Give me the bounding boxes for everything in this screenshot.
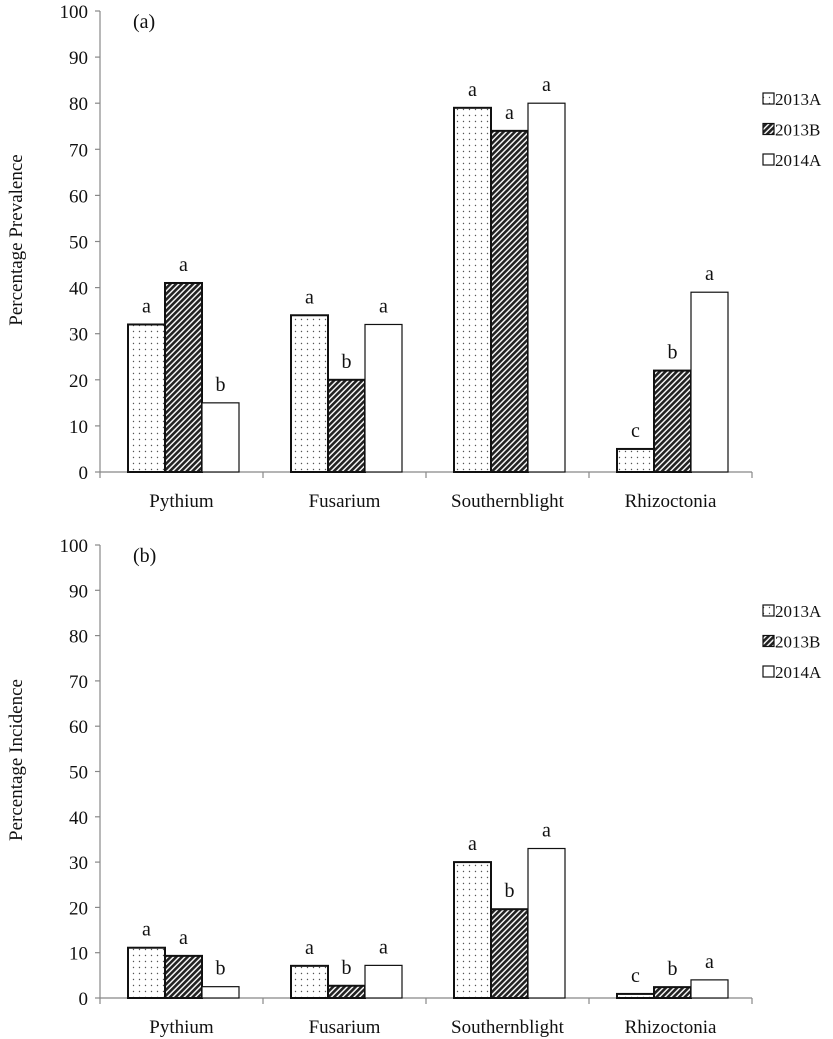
bar-2013B-Pythium (164, 281, 203, 473)
y-tick-label: 30 (69, 853, 88, 874)
y-tick-label: 40 (69, 279, 88, 300)
bar-2013A-Pythium (127, 946, 166, 999)
bar-2013B-Rhizoctonia (653, 986, 692, 999)
legend: 2013A 2013B 2014A (762, 90, 822, 170)
y-tick-label: 90 (69, 48, 88, 69)
significance-letter: b (216, 374, 226, 396)
y-axis-label: Percentage Incidence (6, 679, 27, 841)
legend-swatch-2013B (762, 634, 775, 648)
significance-letter: a (305, 937, 314, 959)
bar-2013A-Rhizoctonia (616, 992, 655, 999)
bar-2013A-Rhizoctonia (616, 447, 655, 474)
bar-2013B-Southernblight (490, 908, 529, 999)
significance-letter: a (179, 254, 188, 276)
x-tick-label: Southernblight (451, 1017, 565, 1038)
y-tick-label: 80 (69, 94, 88, 115)
significance-letter: a (705, 951, 714, 973)
legend: 2013A 2013B 2014A (762, 602, 822, 682)
significance-letter: b (505, 880, 515, 902)
legend-swatch-2013B (762, 122, 775, 136)
y-tick-label: 20 (69, 898, 88, 919)
significance-letter: a (468, 833, 477, 855)
bar-2013A-Fusarium (290, 964, 329, 999)
legend-swatch-2014A (762, 153, 775, 166)
bar-2013A-Fusarium (290, 314, 329, 474)
y-tick-label: 60 (69, 186, 88, 207)
y-tick-label: 0 (79, 463, 89, 484)
y-tick-label: 30 (69, 325, 88, 346)
y-tick-label: 70 (69, 140, 88, 161)
y-tick-label: 50 (69, 763, 88, 784)
significance-letter: a (468, 79, 477, 101)
significance-letter: b (668, 958, 678, 980)
y-tick-label: 60 (69, 717, 88, 738)
significance-letter: a (542, 820, 551, 842)
bar-2014A-Rhizoctonia (690, 979, 729, 999)
significance-letter: c (631, 420, 640, 442)
legend-label: 2013A (775, 90, 822, 109)
x-tick-label: Fusarium (309, 491, 381, 512)
x-tick-label: Rhizoctonia (625, 491, 717, 512)
y-tick-label: 100 (60, 536, 89, 557)
y-tick-label: 10 (69, 417, 88, 438)
y-tick-label: 90 (69, 581, 88, 602)
bar-2013B-Southernblight (490, 129, 529, 474)
bar-2013A-Southernblight (453, 106, 492, 473)
y-tick-label: 20 (69, 371, 88, 392)
legend-swatch-2013A (762, 604, 775, 617)
x-tick-label: Pythium (149, 1017, 214, 1038)
chart-panel-a: 0 10 20 30 40 50 60 70 80 90 100 Percentage Prevale… (6, 2, 822, 512)
significance-letter: b (668, 342, 678, 364)
bar-2014A-Fusarium (364, 323, 403, 473)
significance-letter: a (705, 263, 714, 285)
bar-2013A-Pythium (127, 323, 166, 474)
panel-label: (b) (133, 545, 156, 567)
bar-2014A-Rhizoctonia (690, 291, 729, 473)
y-tick-label: 0 (79, 989, 89, 1010)
bar-2014A-Pythium (201, 986, 240, 999)
y-tick-label: 70 (69, 672, 88, 693)
legend-swatch-2014A (762, 665, 775, 678)
significance-letter: a (542, 74, 551, 96)
x-tick-label: Southernblight (451, 491, 565, 512)
x-tick-label: Pythium (149, 491, 214, 512)
legend-label: 2013A (775, 602, 822, 621)
bar-2013B-Fusarium (327, 984, 366, 999)
legend-swatch-2013A (762, 92, 775, 105)
bar-2014A-Pythium (201, 402, 240, 473)
y-tick-label: 40 (69, 808, 88, 829)
significance-letter: a (305, 286, 314, 308)
significance-letter: a (379, 295, 388, 317)
significance-letter: a (505, 102, 514, 124)
bar-2014A-Fusarium (364, 964, 403, 999)
x-tick-label: Fusarium (309, 1017, 381, 1038)
legend-label: 2014A (775, 663, 822, 682)
chart-panel-b: 0 10 20 30 40 50 60 70 80 90 100 Percentage Inciden… (6, 536, 822, 1038)
bar-2013B-Rhizoctonia (653, 369, 692, 473)
significance-letter: a (142, 919, 151, 941)
panel-label: (a) (133, 11, 155, 33)
y-tick-label: 10 (69, 944, 88, 965)
y-tick-label: 80 (69, 627, 88, 648)
y-tick-label: 100 (60, 2, 89, 23)
x-tick-label: Rhizoctonia (625, 1017, 717, 1038)
significance-letter: a (379, 936, 388, 958)
y-axis-label: Percentage Prevalence (6, 154, 27, 325)
bar-2013B-Pythium (164, 954, 203, 999)
significance-letter: b (216, 958, 226, 980)
bar-2014A-Southernblight (527, 102, 566, 473)
legend-label: 2014A (775, 151, 822, 170)
bar-2013A-Southernblight (453, 861, 492, 999)
significance-letter: a (142, 295, 151, 317)
y-tick-label: 50 (69, 233, 88, 254)
bar-2014A-Southernblight (527, 847, 566, 999)
significance-letter: c (631, 965, 640, 987)
significance-letter: b (342, 351, 352, 373)
legend-label: 2013B (775, 121, 820, 140)
bar-2013B-Fusarium (327, 378, 366, 473)
significance-letter: a (179, 927, 188, 949)
significance-letter: b (342, 957, 352, 979)
legend-label: 2013B (775, 633, 820, 652)
